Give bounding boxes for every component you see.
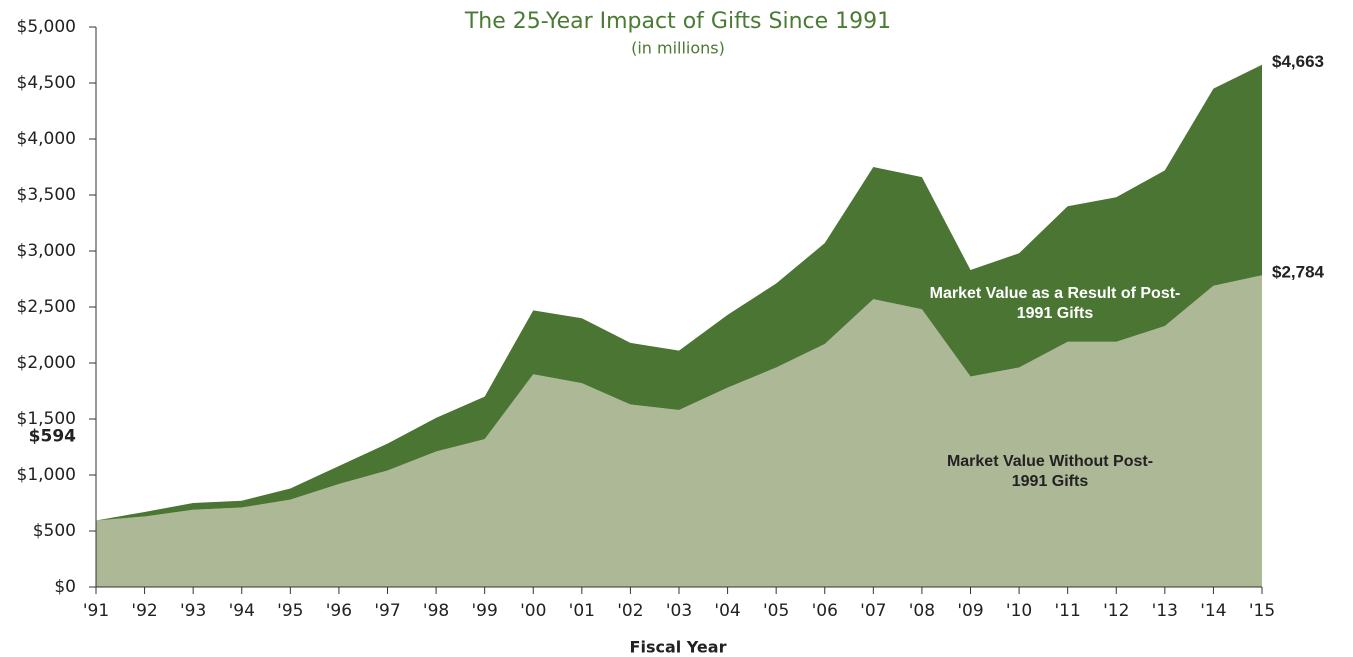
y-tick-label: $1,500 xyxy=(17,409,76,429)
x-tick-label: '08 xyxy=(909,601,935,621)
x-tick-label: '06 xyxy=(812,601,838,621)
y-tick-label: $5,000 xyxy=(17,17,76,37)
x-tick-label: '95 xyxy=(277,601,303,621)
x-tick-label: '93 xyxy=(180,601,206,621)
y-tick-label: $3,000 xyxy=(17,241,76,261)
x-tick-label: '07 xyxy=(860,601,886,621)
y-tick-label: $3,500 xyxy=(17,185,76,205)
x-tick-label: '14 xyxy=(1200,601,1226,621)
chart-subtitle: (in millions) xyxy=(631,39,725,58)
x-tick-label: '10 xyxy=(1006,601,1032,621)
x-tick-label: '92 xyxy=(131,601,157,621)
y-tick-label: $2,500 xyxy=(17,297,76,317)
area-label: Market Value as a Result of Post-1991 Gi… xyxy=(929,285,1181,322)
x-tick-label: '99 xyxy=(472,601,498,621)
x-tick-label: '96 xyxy=(326,601,352,621)
x-tick-label: '15 xyxy=(1249,601,1275,621)
x-tick-label: '98 xyxy=(423,601,449,621)
x-tick-label: '12 xyxy=(1103,601,1129,621)
y-tick-label: $1,000 xyxy=(17,465,76,485)
value-label: $594 xyxy=(29,426,76,446)
area-label: Market Value Without Post-1991 Gifts xyxy=(946,453,1154,490)
x-tick-label: '97 xyxy=(374,601,400,621)
x-tick-label: '13 xyxy=(1152,601,1178,621)
x-tick-label: '94 xyxy=(229,601,255,621)
x-tick-label: '01 xyxy=(569,601,595,621)
area xyxy=(96,64,1262,521)
y-tick-label: $500 xyxy=(33,521,76,541)
x-tick-label: '03 xyxy=(666,601,692,621)
x-tick-label: '05 xyxy=(763,601,789,621)
x-tick-label: '00 xyxy=(520,601,546,621)
x-tick-label: '11 xyxy=(1055,601,1081,621)
y-tick-label: $4,000 xyxy=(17,129,76,149)
x-tick-label: '91 xyxy=(83,601,109,621)
annotation: $4,663 xyxy=(1272,52,1324,71)
x-tick-label: '04 xyxy=(714,601,740,621)
y-tick-label: $0 xyxy=(54,577,76,597)
chart-title: The 25-Year Impact of Gifts Since 1991 xyxy=(464,9,891,34)
value-label: $2,784 xyxy=(1272,263,1325,282)
x-axis-title: Fiscal Year xyxy=(630,638,727,657)
y-tick-label: $4,500 xyxy=(17,73,76,93)
x-tick-label: '09 xyxy=(957,601,983,621)
x-tick-label: '02 xyxy=(617,601,643,621)
y-tick-label: $2,000 xyxy=(17,353,76,373)
area xyxy=(96,275,1262,587)
